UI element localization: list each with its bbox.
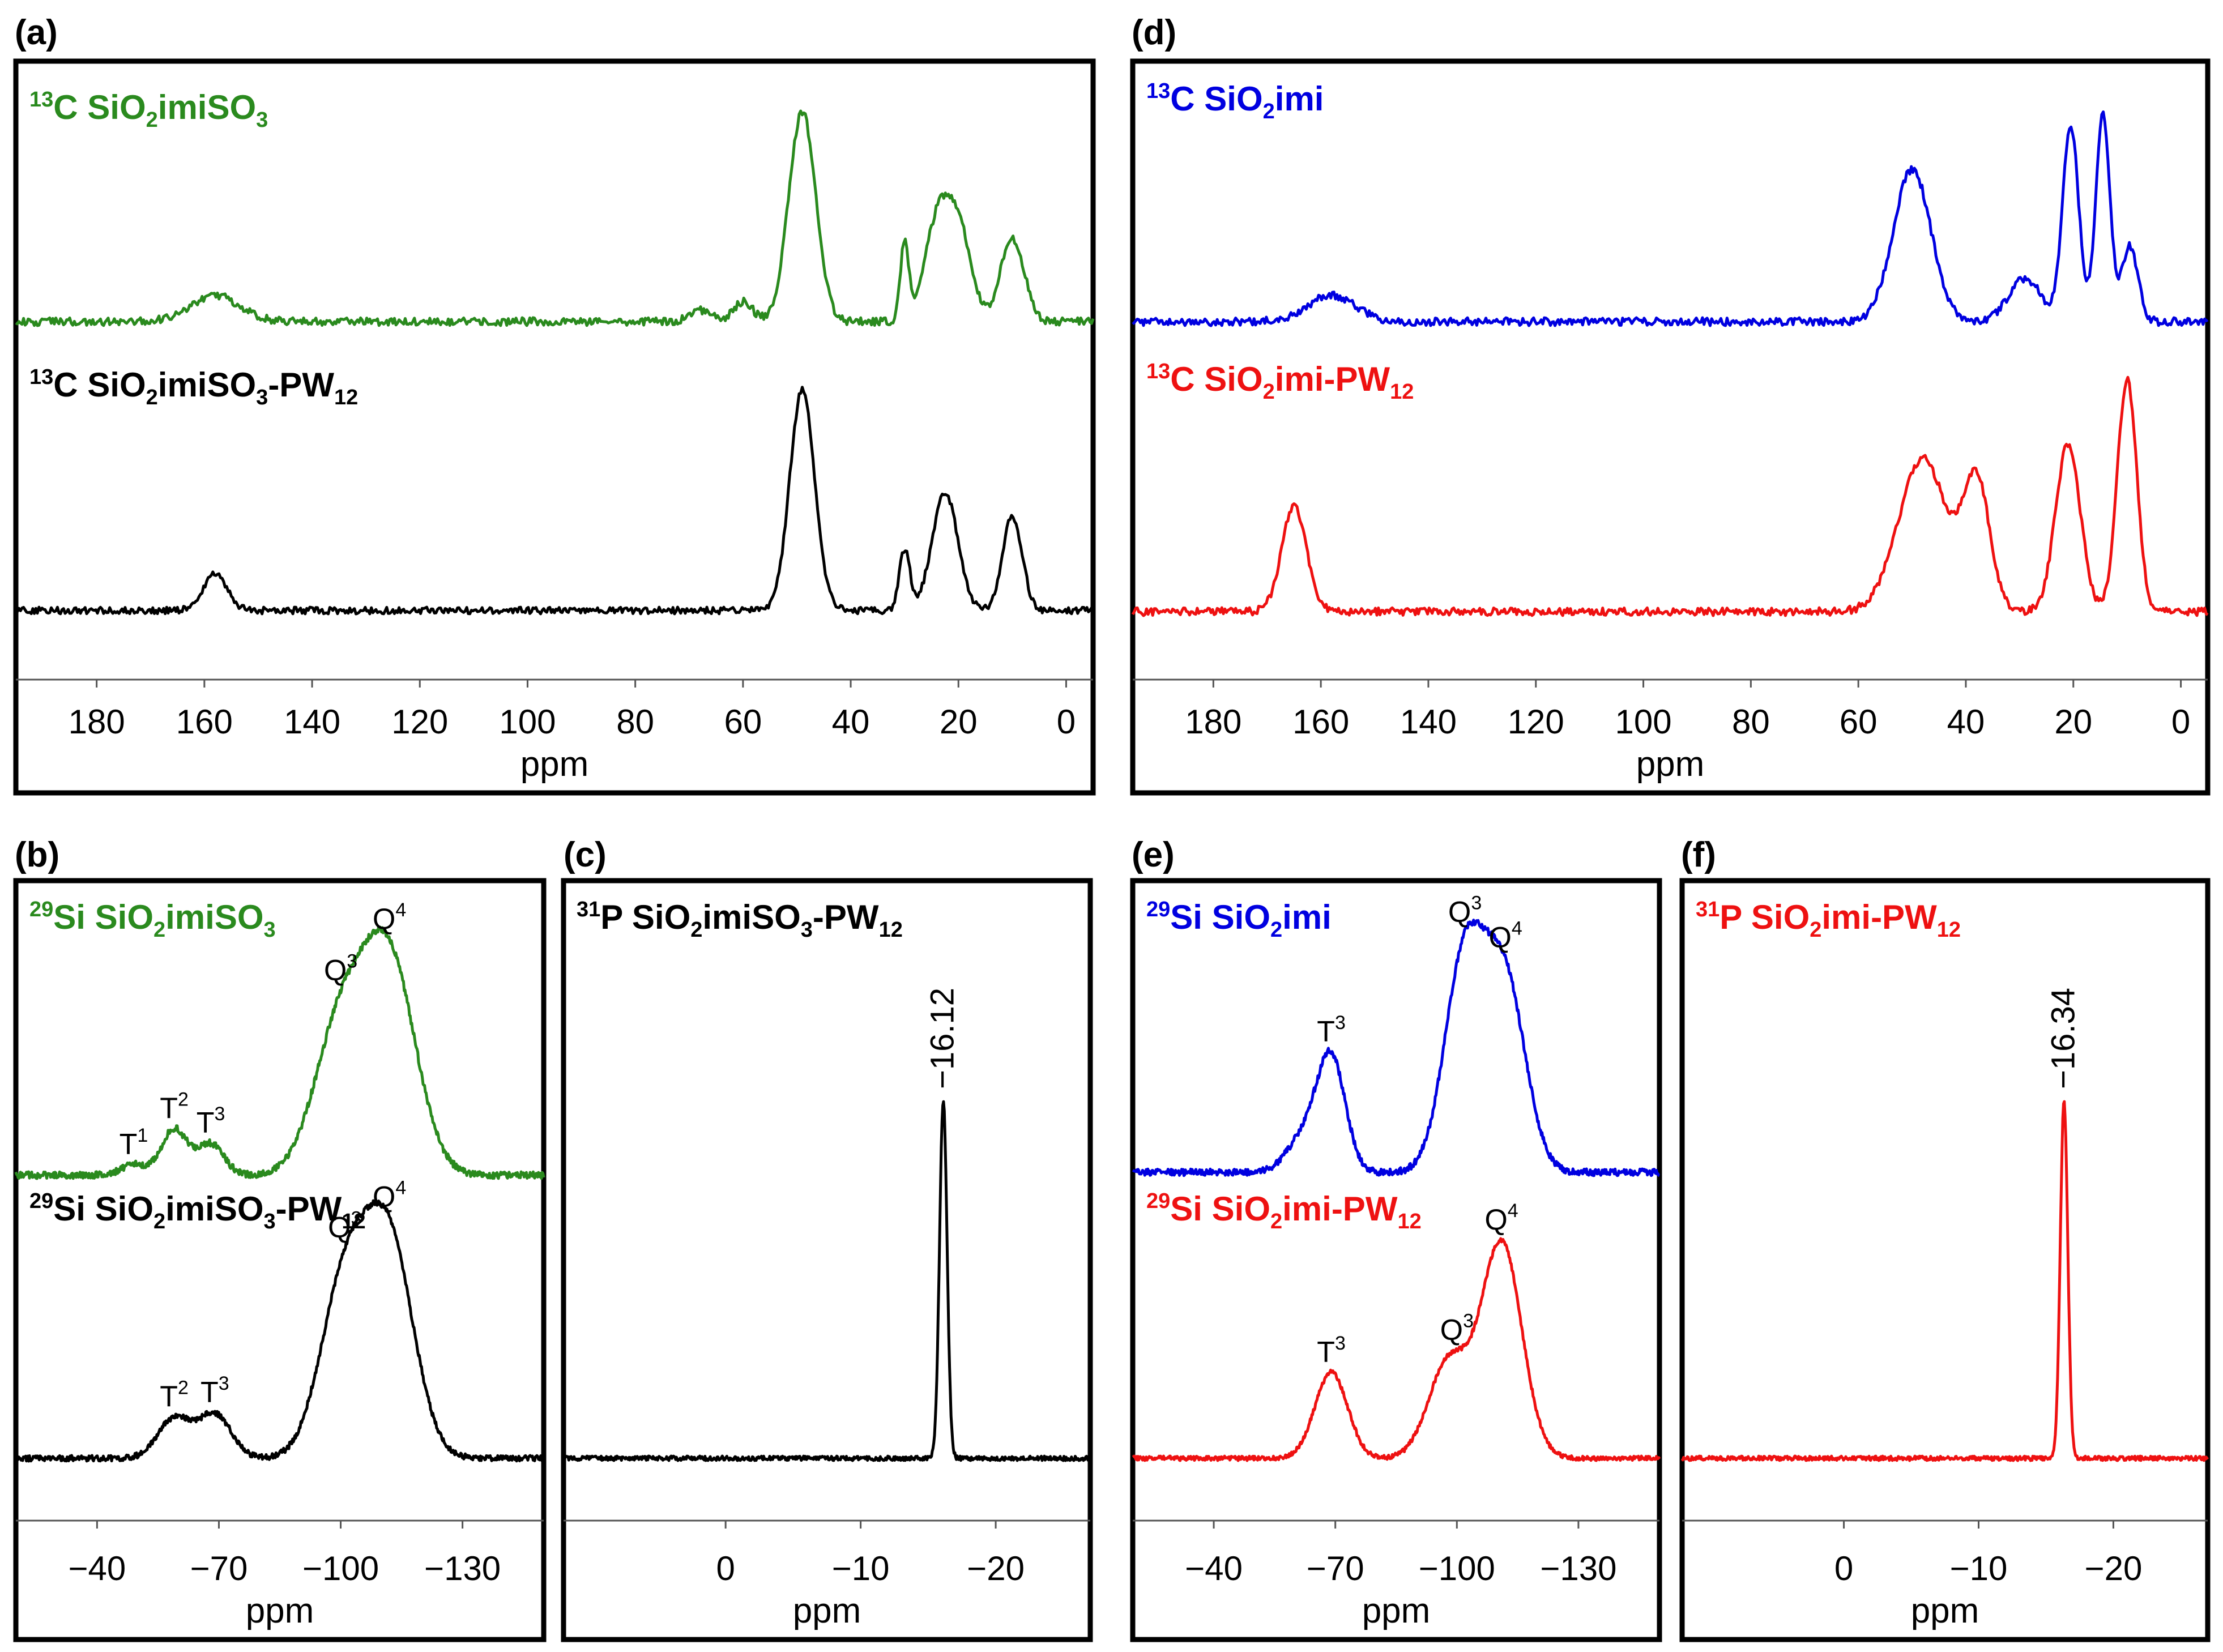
x-tick-label: 0 (716, 1549, 735, 1587)
series-title: 13C SiO2imi (1146, 79, 1324, 123)
x-axis-label: ppm (520, 745, 589, 784)
x-tick-label: −20 (967, 1549, 1025, 1587)
peak-annotation: T2 (160, 1088, 189, 1125)
x-tick-label: 80 (616, 703, 654, 741)
x-tick-label: −20 (2085, 1549, 2143, 1587)
series-title: 29Si SiO2imi-PW12 (1146, 1189, 1422, 1233)
x-axis-label: ppm (1636, 745, 1705, 784)
spectrum-d-2 (1131, 375, 2209, 617)
x-tick-label: 100 (1615, 703, 1671, 741)
series-title: 31P SiO2imi-PW12 (1696, 898, 1961, 942)
peak-annotation: T3 (197, 1103, 225, 1139)
series-title: 29Si SiO2imiSO3 (29, 898, 276, 942)
x-tick-label: −100 (1419, 1549, 1495, 1587)
panel-frame-e (1130, 878, 1662, 1642)
x-tick-label: 40 (832, 703, 870, 741)
spectrum-b-2 (14, 1199, 545, 1463)
panel-c: (c) 0 −10 −20 ppm 31P SiO2imiSO3-PW12 −16.12 (561, 835, 1093, 1642)
x-tick-label: −70 (1307, 1549, 1364, 1587)
x-axis-label: ppm (793, 1591, 861, 1630)
x-tick-label: −100 (302, 1549, 379, 1587)
peak-annotation: T3 (1317, 1012, 1346, 1048)
spectrum-e-2 (1132, 1237, 1661, 1462)
panel-frame-c (561, 878, 1093, 1642)
x-tick-label: −10 (1950, 1549, 2008, 1587)
x-tick-label: 0 (1834, 1549, 1853, 1587)
x-tick-label: −130 (424, 1549, 501, 1587)
x-tick-label: −40 (1185, 1549, 1243, 1587)
x-tick-label: 140 (1400, 703, 1457, 741)
peak-annotation: Q4 (1488, 918, 1522, 954)
panel-frame-a (13, 58, 1096, 796)
panel-label-b: (b) (15, 835, 59, 874)
x-tick-label: −70 (190, 1549, 248, 1587)
x-tick-label: −40 (68, 1549, 126, 1587)
x-tick-label: 0 (1057, 703, 1076, 741)
x-axis-label: ppm (1911, 1591, 1979, 1630)
peak-annotation: Q4 (373, 1177, 406, 1213)
panel-label-a: (a) (15, 13, 58, 52)
x-tick-label: 80 (1732, 703, 1770, 741)
x-tick-label: 180 (1185, 703, 1241, 741)
peak-annotation: Q4 (373, 899, 406, 936)
panel-a: (a) 180 160 140 120 100 80 60 40 20 0 ppm 13C SiO2im… (13, 13, 1096, 796)
spectrum-f-1 (1680, 1100, 2209, 1462)
series-title: 13C SiO2imiSO3-PW12 (29, 365, 358, 409)
panel-d: (d) 180 160 140 120 100 80 60 40 20 0 ppm 13C SiO2im… (1130, 13, 2211, 796)
x-axis-label: ppm (246, 1591, 314, 1630)
x-axis-label: ppm (1362, 1591, 1431, 1630)
x-tick-label: 160 (176, 703, 233, 741)
x-tick-label: 60 (724, 703, 762, 741)
peak-shift-label: −16.12 (924, 988, 961, 1089)
peak-annotation: Q3 (1448, 893, 1482, 929)
x-tick-label: 20 (2054, 703, 2092, 741)
spectrum-a-2 (15, 386, 1095, 616)
peak-annotation: Q3 (324, 951, 357, 987)
x-tick-label: 160 (1292, 703, 1349, 741)
peak-annotation: Q3 (328, 1208, 361, 1244)
spectrum-c-1 (562, 1100, 1092, 1462)
series-title: 29Si SiO2imiSO3-PW12 (29, 1189, 366, 1233)
peak-annotation: Q4 (1484, 1200, 1518, 1236)
x-tick-label: 0 (2171, 703, 2190, 741)
series-title: 29Si SiO2imi (1146, 898, 1332, 942)
panel-frame-b (13, 878, 547, 1642)
series-title: 13C SiO2imiSO3 (29, 88, 268, 132)
panel-frame-d (1130, 58, 2211, 796)
panel-label-e: (e) (1132, 835, 1175, 874)
spectrum-d-1 (1132, 110, 2209, 327)
x-tick-label: −130 (1540, 1549, 1616, 1587)
peak-shift-label: −16.34 (2045, 988, 2081, 1089)
x-tick-label: 40 (1947, 703, 1985, 741)
x-tick-label: −10 (832, 1549, 890, 1587)
x-tick-label: 120 (391, 703, 448, 741)
peak-annotation: T3 (200, 1373, 229, 1409)
series-title: 13C SiO2imi-PW12 (1146, 360, 1414, 404)
peak-annotation: T3 (1317, 1333, 1346, 1369)
x-tick-label: 60 (1840, 703, 1878, 741)
x-tick-label: 100 (499, 703, 556, 741)
peak-annotation: T2 (160, 1377, 189, 1413)
panel-label-d: (d) (1132, 13, 1176, 52)
x-tick-label: 120 (1508, 703, 1564, 741)
peak-annotation: Q3 (1440, 1310, 1474, 1346)
series-title: 31P SiO2imiSO3-PW12 (577, 898, 903, 942)
panel-label-f: (f) (1681, 835, 1716, 874)
peak-annotation: T1 (120, 1125, 148, 1161)
spectrum-e-1 (1132, 919, 1661, 1177)
spectrum-b-1 (14, 925, 545, 1180)
panel-frame-f (1679, 878, 2211, 1642)
x-tick-label: 140 (284, 703, 340, 741)
panel-f: (f) 0 −10 −20 ppm 31P SiO2imi-PW12 −16.34 (1679, 835, 2211, 1642)
spectrum-a-1 (15, 109, 1095, 327)
x-tick-label: 180 (69, 703, 125, 741)
panel-label-c: (c) (564, 835, 607, 874)
x-tick-label: 20 (940, 703, 978, 741)
